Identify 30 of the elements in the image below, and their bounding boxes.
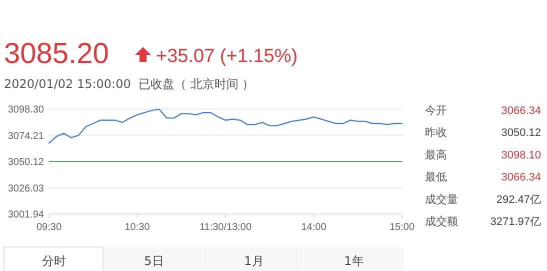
text: 成交额 <box>425 215 458 228</box>
text: 1年 <box>344 254 364 268</box>
text: 今开 <box>425 104 447 117</box>
text: 最低 <box>425 170 447 184</box>
x-tick-label: 09:30 <box>36 222 62 233</box>
text: 3085.20 <box>4 38 109 70</box>
y-tick-label: 3074.21 <box>8 130 44 142</box>
text: 分时 <box>42 254 66 268</box>
x-tick-label: 15:00 <box>389 222 415 233</box>
line-series <box>48 108 403 144</box>
text: 3271.97亿 <box>490 216 541 228</box>
text: 最高 <box>425 148 447 162</box>
text: 成交量 <box>425 192 458 206</box>
text: 292.47亿 <box>496 194 541 206</box>
x-tick-label: 11:30/13:00 <box>199 222 252 233</box>
text: 2020/01/02 15:00:00 已收盘（ 北京时间 ） <box>4 77 254 91</box>
text: 3066.34 <box>501 172 541 184</box>
text: +35.07 (+1.15%) <box>156 46 298 67</box>
text: 3050.12 <box>501 127 541 140</box>
y-tick-label: 3026.03 <box>8 183 44 194</box>
text: 昨收 <box>425 126 447 140</box>
text: 3066.34 <box>501 105 541 117</box>
y-tick-label: 3050.12 <box>8 157 44 168</box>
text: 5日 <box>144 254 164 268</box>
y-tick-label: 3001.94 <box>8 210 44 220</box>
y-tick-label: 3098.30 <box>8 104 44 116</box>
text: 1月 <box>244 254 264 268</box>
x-tick-label: 14:00 <box>301 222 327 233</box>
text: 3098.10 <box>501 149 541 162</box>
x-tick-label: 10:30 <box>124 222 150 233</box>
